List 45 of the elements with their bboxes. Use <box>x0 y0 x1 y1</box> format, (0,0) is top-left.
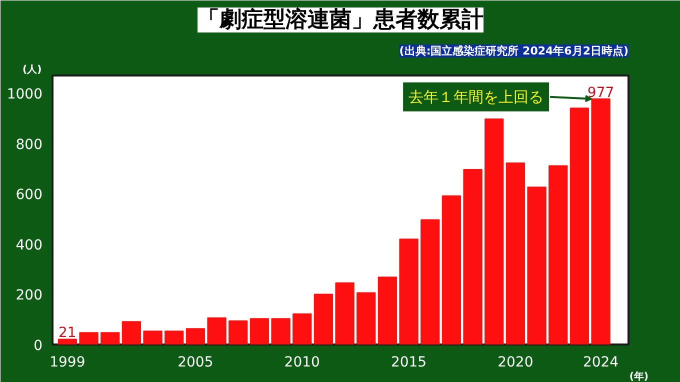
y-tick-label: 600 <box>16 187 43 204</box>
bar <box>100 332 120 344</box>
data-label: 21 <box>58 325 76 342</box>
bar <box>250 318 269 344</box>
x-tick-label: 2024 <box>582 354 619 370</box>
bar <box>420 219 440 344</box>
x-tick-label: 2010 <box>284 354 320 370</box>
bar <box>378 276 397 344</box>
bar <box>591 98 610 344</box>
bar <box>570 108 589 344</box>
bar <box>228 320 248 344</box>
bar <box>335 282 354 344</box>
bar <box>484 118 504 344</box>
bar <box>314 294 333 344</box>
x-tick-label: 2005 <box>178 354 214 370</box>
chart-title: 「劇症型溶連菌」患者数累計 <box>198 6 484 32</box>
bar <box>271 318 290 344</box>
bar <box>58 338 77 344</box>
x-axis-title: (年) <box>629 370 648 382</box>
y-axis-title: (人) <box>22 64 42 76</box>
bar <box>356 292 376 344</box>
bar <box>79 332 98 344</box>
y-tick-label: 0 <box>34 338 43 354</box>
y-tick-label: 200 <box>16 288 43 304</box>
bar <box>292 313 312 344</box>
bar <box>506 162 525 344</box>
bar <box>207 317 226 344</box>
x-tick-label: 2015 <box>390 354 427 370</box>
bar <box>442 195 461 344</box>
bar <box>527 186 546 344</box>
data-label: 977 <box>587 84 614 101</box>
y-tick-label: 400 <box>16 237 43 254</box>
bar <box>399 238 418 344</box>
bar <box>463 169 482 344</box>
x-tick-label: 2020 <box>498 354 534 370</box>
bar <box>186 328 205 344</box>
bar <box>164 330 184 344</box>
bar <box>143 330 162 344</box>
bar <box>548 165 568 344</box>
y-tick-label: 800 <box>16 136 43 153</box>
bar <box>122 321 141 344</box>
y-tick-label: 1000 <box>6 86 43 103</box>
x-tick-label: 1999 <box>50 354 86 370</box>
annotation: 去年１年間を上回る <box>408 88 544 106</box>
chart-subtitle: (出典:国立感染症研究所 2024年6月2日時点) <box>399 44 629 58</box>
